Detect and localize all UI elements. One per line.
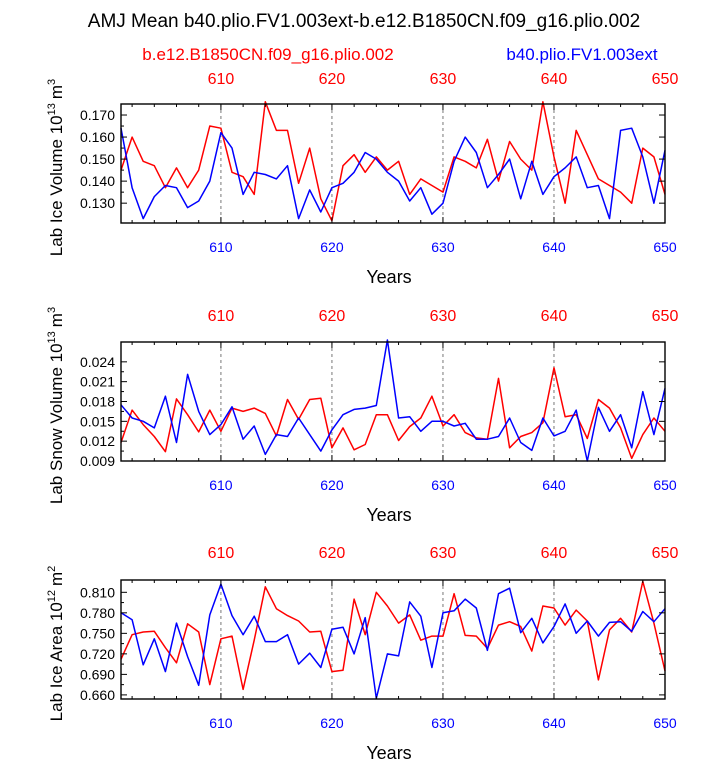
- chart-0-xtick-label-top-4: 650: [652, 71, 679, 88]
- chart-1-xtick-label-top-4: 650: [652, 308, 679, 325]
- chart-1-xtick-label-bottom-2: 630: [431, 477, 455, 493]
- chart-2-frame: [120, 579, 666, 700]
- chart-1-xtick-label-bottom-1: 620: [320, 477, 344, 493]
- chart-0-ylabel-ylabel-exp: 13: [46, 103, 58, 115]
- chart-1-ylabel-ylabel-unit: m: [47, 313, 66, 327]
- chart-2-xtick-label-top-1: 620: [319, 545, 346, 562]
- chart-2-xtick-label-top-0: 610: [208, 545, 235, 562]
- chart-0-xtick-label-bottom-0: 610: [209, 239, 233, 255]
- chart-2-xtick-label-bottom-2: 630: [431, 715, 455, 731]
- chart-0-series-red-line: [120, 101, 666, 222]
- chart-2-xtick-label-top-2: 630: [430, 545, 457, 562]
- chart-0-xtick-label-bottom-2: 630: [431, 239, 455, 255]
- chart-1-ytick-label-2: 0.015: [80, 413, 115, 429]
- chart-1-series-blue-line: [120, 339, 666, 462]
- chart-0-ylabel-ylabel-unit-exp: 3: [46, 79, 58, 85]
- legend-red-case: b.e12.B1850CN.f09_g16.plio.002: [142, 45, 393, 64]
- chart-0-ylabel: Lab Ice Volume 1013 m3: [46, 79, 66, 256]
- figure-title: AMJ Mean b40.plio.FV1.003ext-b.e12.B1850…: [88, 11, 640, 32]
- chart-1-ytick-label-4: 0.021: [80, 374, 115, 390]
- chart-0-ytick-label-0: 0.130: [80, 195, 115, 211]
- chart-2-ylabel-ylabel-exp: 12: [46, 590, 58, 602]
- chart-1-xtick-label-bottom-0: 610: [209, 477, 233, 493]
- chart-1-ytick-label-3: 0.018: [80, 394, 115, 410]
- chart-1-xtick-label-bottom-3: 640: [542, 477, 566, 493]
- chart-0-ylabel-ylabel-unit: m: [47, 85, 66, 99]
- chart-2-ylabel: Lab Ice Area 1012 m2: [46, 566, 66, 722]
- chart-0-frame: [120, 103, 666, 224]
- chart-1-ylabel: Lab Snow Volume 1013 m3: [46, 307, 66, 504]
- chart-1-ytick-label-5: 0.024: [80, 354, 115, 370]
- chart-2-ylabel-ylabel-unit-exp: 2: [46, 566, 58, 572]
- chart-1-ylabel-ylabel-exp: 13: [46, 331, 58, 343]
- chart-0-xtick-label-top-2: 630: [430, 71, 457, 88]
- chart-0-ytick-label-3: 0.160: [80, 129, 115, 145]
- chart-0-series-blue-line: [120, 127, 666, 220]
- chart-2-xtick-label-top-3: 640: [541, 545, 568, 562]
- chart-1-ylabel-ylabel-main: Lab Snow Volume 10: [47, 343, 66, 504]
- chart-2-ylabel-ylabel-main: Lab Ice Area 10: [47, 602, 66, 721]
- chart-2-xtick-label-top-4: 650: [652, 545, 679, 562]
- chart-2-series-red-line: [120, 580, 666, 691]
- chart-0-xtick-label-top-3: 640: [541, 71, 568, 88]
- chart-0-ytick-label-2: 0.150: [80, 151, 115, 167]
- chart-2-ytick-label-1: 0.690: [80, 666, 115, 682]
- chart-0-xtick-label-bottom-4: 650: [653, 239, 677, 255]
- chart-2-xtick-label-bottom-0: 610: [209, 715, 233, 731]
- chart-2-ytick-label-0: 0.660: [80, 687, 115, 703]
- chart-2-ytick-label-2: 0.720: [80, 646, 115, 662]
- chart-2-ytick-label-3: 0.750: [80, 625, 115, 641]
- chart-1-xlabel: Years: [366, 505, 411, 525]
- chart-2-xlabel: Years: [366, 743, 411, 759]
- legend-blue-case: b40.plio.FV1.003ext: [506, 45, 657, 64]
- chart-0-ylabel-ylabel-main: Lab Ice Volume 10: [47, 115, 66, 256]
- chart-1-xtick-label-top-1: 620: [319, 308, 346, 325]
- chart-1-ylabel-ylabel-unit-exp: 3: [46, 307, 58, 313]
- chart-2-ytick-label-5: 0.810: [80, 584, 115, 600]
- chart-1-xtick-label-bottom-4: 650: [653, 477, 677, 493]
- chart-0-xtick-label-bottom-1: 620: [320, 239, 344, 255]
- chart-1-xtick-label-top-0: 610: [208, 308, 235, 325]
- chart-0-ytick-label-4: 0.170: [80, 107, 115, 123]
- chart-2-xtick-label-bottom-3: 640: [542, 715, 566, 731]
- ice-volume-panel: 0.130 0.140 0.150 0.160 0.170 610 610 620 620 630…: [46, 71, 678, 287]
- chart-1-ytick-label-1: 0.012: [80, 433, 115, 449]
- chart-2-xtick-label-bottom-4: 650: [653, 715, 677, 731]
- chart-0-xlabel: Years: [366, 267, 411, 287]
- chart-0-ytick-label-1: 0.140: [80, 173, 115, 189]
- chart-1-xtick-label-top-3: 640: [541, 308, 568, 325]
- chart-2-xtick-label-bottom-1: 620: [320, 715, 344, 731]
- chart-2-ytick-label-4: 0.780: [80, 605, 115, 621]
- chart-1-ytick-label-0: 0.009: [80, 453, 115, 469]
- chart-0-xtick-label-bottom-3: 640: [542, 239, 566, 255]
- chart-0-xtick-label-top-1: 620: [319, 71, 346, 88]
- snow-volume-panel: 0.009 0.012 0.015 0.018 0.021 0.024 610 610 620 6…: [46, 307, 678, 525]
- ice-area-panel: 0.660 0.690 0.720 0.750 0.780 0.810 610 610 620 6…: [46, 545, 678, 759]
- chart-0-xtick-label-top-0: 610: [208, 71, 235, 88]
- chart-2-ylabel-ylabel-unit: m: [47, 572, 66, 586]
- chart-1-xtick-label-top-2: 630: [430, 308, 457, 325]
- chart-2-series-blue-line: [120, 583, 666, 700]
